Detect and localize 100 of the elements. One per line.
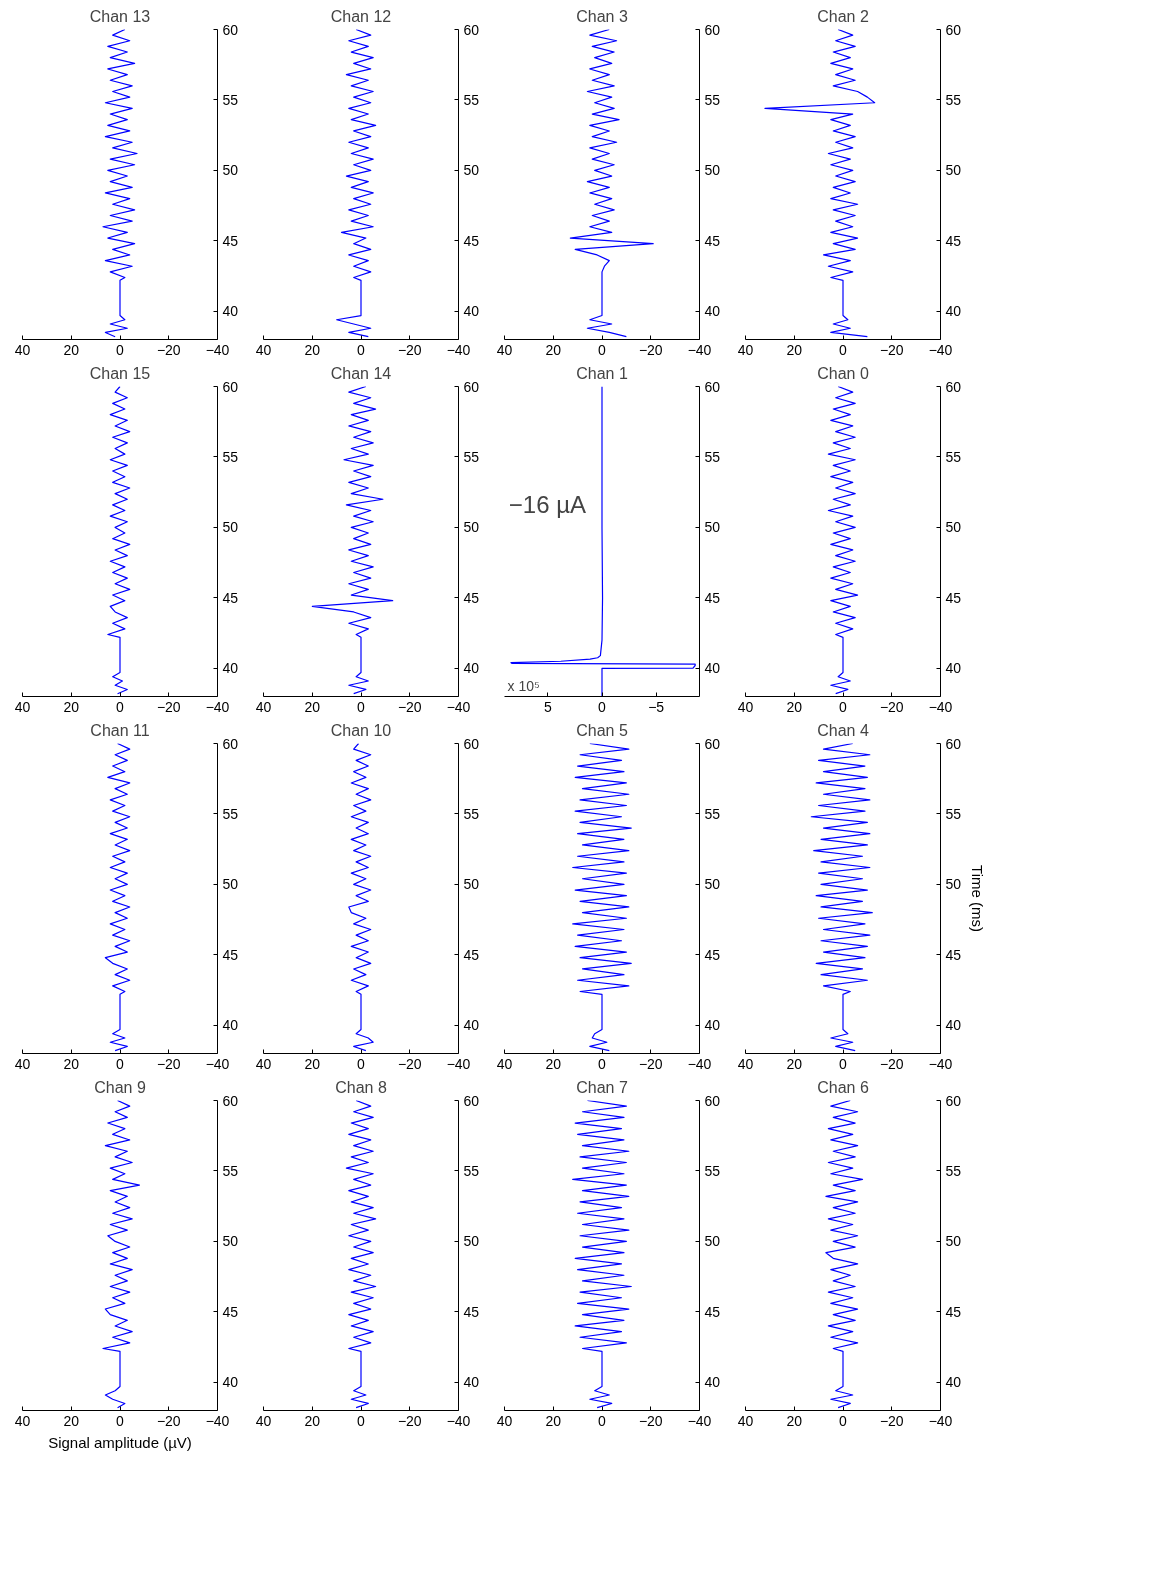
x-tick-label: −20: [397, 1412, 422, 1429]
y-tick-label: 50: [463, 519, 480, 536]
x-tick-label: −20: [156, 698, 181, 715]
x-tick-label: −20: [879, 1412, 904, 1429]
y-tick-label: 60: [704, 378, 721, 395]
x-tick-label: −40: [928, 1412, 953, 1429]
x-tick-label: −40: [446, 1412, 471, 1429]
y-tick-label: 55: [945, 448, 962, 465]
x-tick-label: 0: [357, 1412, 366, 1429]
y-tick-label: 40: [222, 1374, 239, 1391]
chart-title: Chan 11: [90, 721, 150, 739]
chart-title: Chan 15: [89, 364, 151, 382]
x-tick-label: 0: [116, 1055, 125, 1072]
x-tick-label: 40: [14, 1412, 31, 1429]
chart-title: Chan 8: [335, 1078, 387, 1096]
y-tick-label: 50: [704, 1233, 721, 1250]
y-tick-label: 50: [704, 876, 721, 893]
y-tick-label: 60: [463, 1092, 480, 1109]
y-tick-label: 40: [222, 1017, 239, 1034]
x-tick-label: −20: [638, 341, 663, 358]
y-tick-label: 45: [945, 589, 962, 606]
x-tick-label: 20: [786, 341, 803, 358]
x-tick-label: −20: [397, 698, 422, 715]
x-tick-label: 20: [304, 1055, 321, 1072]
y-tick-label: 55: [222, 805, 239, 822]
chart-title: Chan 9: [94, 1078, 146, 1096]
y-tick-label: 60: [463, 378, 480, 395]
y-tick-label: 60: [945, 21, 962, 38]
x-tick-label: 0: [116, 341, 125, 358]
y-tick-label: 40: [945, 660, 962, 677]
y-tick-label: 40: [945, 1374, 962, 1391]
x-tick-label: 20: [304, 1412, 321, 1429]
y-tick-label: 60: [704, 735, 721, 752]
y-tick-label: 45: [704, 232, 721, 249]
y-tick-label: 40: [463, 303, 480, 320]
x-tick-label: 20: [786, 1412, 803, 1429]
y-axis-title: Time (ms): [969, 865, 987, 932]
chart-title: Chan 2: [817, 7, 869, 25]
y-tick-label: 45: [945, 1303, 962, 1320]
y-tick-label: 50: [222, 162, 239, 179]
y-tick-label: 60: [704, 1092, 721, 1109]
y-tick-label: 50: [222, 1233, 239, 1250]
y-tick-label: 45: [704, 1303, 721, 1320]
x-tick-label: −40: [687, 1055, 712, 1072]
y-tick-label: 45: [463, 589, 480, 606]
y-tick-label: 50: [704, 519, 721, 536]
x-axis-title: Signal amplitude (µV): [48, 1433, 192, 1451]
x-tick-label: 0: [839, 1055, 848, 1072]
y-tick-label: 55: [704, 91, 721, 108]
x-tick-label: −40: [687, 1412, 712, 1429]
y-tick-label: 55: [463, 448, 480, 465]
x-tick-label: 40: [14, 341, 31, 358]
x-tick-label: 40: [496, 341, 513, 358]
x-tick-label: 40: [496, 1055, 513, 1072]
chart-title: Chan 6: [817, 1078, 869, 1096]
y-tick-label: 50: [222, 876, 239, 893]
x-tick-label: 40: [255, 1055, 272, 1072]
x-tick-label: 40: [255, 1412, 272, 1429]
y-tick-label: 55: [704, 1162, 721, 1179]
y-tick-label: 55: [704, 805, 721, 822]
x-tick-label: −40: [205, 1055, 230, 1072]
y-tick-label: 55: [945, 1162, 962, 1179]
y-tick-label: 40: [222, 660, 239, 677]
chart-title: Chan 0: [817, 364, 869, 382]
y-tick-label: 40: [222, 303, 239, 320]
x-tick-label: 40: [14, 1055, 31, 1072]
y-tick-label: 55: [463, 805, 480, 822]
x-tick-label: 0: [839, 698, 848, 715]
y-tick-label: 60: [222, 1092, 239, 1109]
x-tick-label: −40: [205, 1412, 230, 1429]
x-tick-label: −5: [648, 698, 665, 715]
chart-title: Chan 4: [817, 721, 869, 739]
x-tick-label: −20: [156, 1055, 181, 1072]
x-tick-label: 0: [598, 1412, 607, 1429]
x-tick-label: −20: [397, 1055, 422, 1072]
y-tick-label: 60: [463, 735, 480, 752]
chart-title: Chan 5: [576, 721, 628, 739]
x-tick-label: 20: [63, 1055, 80, 1072]
chart-title: Chan 3: [576, 7, 628, 25]
y-tick-label: 60: [945, 378, 962, 395]
chart-title: Chan 1: [576, 364, 628, 382]
x-tick-label: −40: [446, 698, 471, 715]
y-tick-label: 45: [222, 232, 239, 249]
x-tick-label: 40: [255, 698, 272, 715]
y-tick-label: 45: [463, 946, 480, 963]
y-tick-label: 40: [704, 1017, 721, 1034]
x-tick-label: 40: [496, 1412, 513, 1429]
x-tick-label: −20: [156, 341, 181, 358]
y-tick-label: 45: [463, 1303, 480, 1320]
y-tick-label: 50: [945, 876, 962, 893]
x-tick-label: 20: [786, 1055, 803, 1072]
x-tick-label: −20: [156, 1412, 181, 1429]
x-tick-label: 0: [598, 698, 607, 715]
y-tick-label: 50: [704, 162, 721, 179]
x-tick-label: −40: [205, 341, 230, 358]
x-tick-label: −20: [879, 1055, 904, 1072]
x-tick-label: −40: [687, 341, 712, 358]
x-tick-label: 0: [598, 1055, 607, 1072]
y-tick-label: 45: [463, 232, 480, 249]
y-tick-label: 45: [945, 232, 962, 249]
